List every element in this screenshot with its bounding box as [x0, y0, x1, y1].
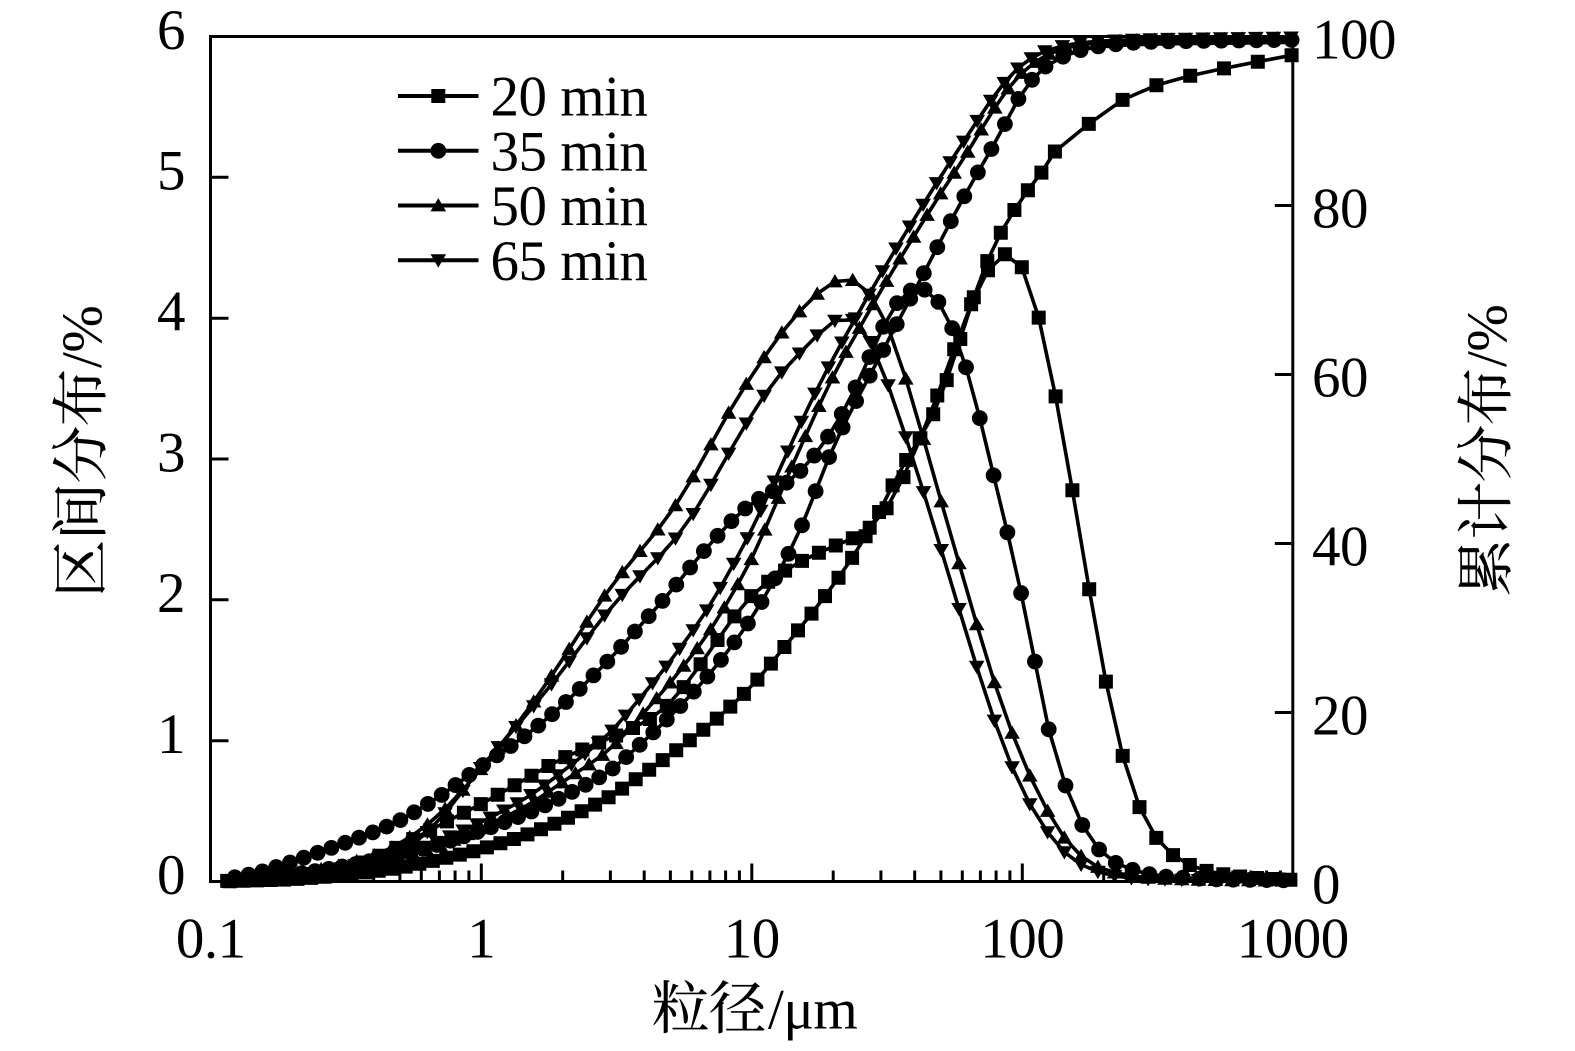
svg-text:3: 3	[157, 421, 185, 484]
svg-text:0.1: 0.1	[176, 908, 246, 971]
svg-text:/%: /%	[1456, 305, 1519, 367]
svg-text:/μm: /μm	[768, 979, 857, 1042]
svg-text:40: 40	[1312, 516, 1368, 579]
svg-text:5: 5	[157, 140, 185, 203]
svg-text:20: 20	[1312, 685, 1368, 748]
svg-text:4: 4	[157, 281, 185, 344]
svg-text:60: 60	[1312, 347, 1368, 410]
svg-text:100: 100	[980, 908, 1064, 971]
svg-text:80: 80	[1312, 178, 1368, 241]
svg-text:10: 10	[724, 908, 780, 971]
svg-text:20 min: 20 min	[491, 66, 648, 129]
svg-text:/%: /%	[51, 306, 114, 368]
svg-text:1000: 1000	[1237, 908, 1349, 971]
svg-text:1: 1	[157, 703, 185, 766]
svg-text:1: 1	[467, 908, 495, 971]
svg-text:2: 2	[157, 562, 185, 625]
svg-text:0: 0	[157, 844, 185, 907]
svg-text:50 min: 50 min	[491, 175, 648, 238]
svg-text:65 min: 65 min	[491, 230, 648, 293]
svg-text:35 min: 35 min	[491, 120, 648, 183]
svg-text:100: 100	[1312, 9, 1396, 72]
svg-text:6: 6	[157, 0, 185, 62]
svg-text:0: 0	[1312, 854, 1340, 917]
